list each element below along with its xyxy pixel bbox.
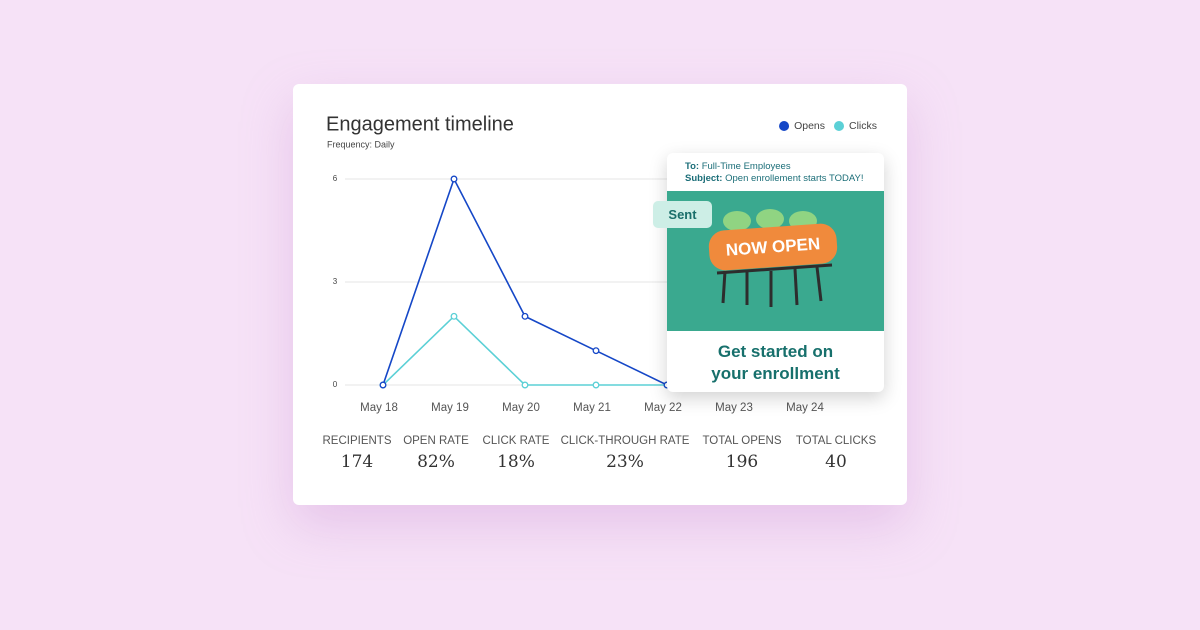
subject-label: Subject: bbox=[685, 173, 723, 184]
y-tick-label: 0 bbox=[333, 380, 338, 389]
stat: RECIPIENTS 174 bbox=[282, 435, 432, 472]
stat-label: OPEN RATE bbox=[403, 435, 469, 447]
email-headline: Get started on your enrollment bbox=[667, 341, 884, 385]
stat: OPEN RATE 82% bbox=[361, 435, 511, 472]
stat: TOTAL OPENS 196 bbox=[667, 435, 817, 472]
x-tick-label: May 22 bbox=[644, 402, 682, 414]
stat-label: CLICK-THROUGH RATE bbox=[560, 435, 690, 447]
sent-badge: Sent bbox=[653, 201, 712, 228]
to-label: To: bbox=[685, 161, 700, 172]
stat-value: 174 bbox=[340, 452, 374, 472]
y-tick-label: 3 bbox=[333, 277, 338, 286]
chart-title: Engagement timeline bbox=[326, 113, 514, 135]
data-point bbox=[521, 381, 529, 389]
stat-value: 82% bbox=[417, 452, 455, 472]
x-tick-label: May 23 bbox=[715, 402, 753, 414]
stat-value: 18% bbox=[497, 452, 535, 472]
stat: CLICK-THROUGH RATE 23% bbox=[550, 435, 700, 472]
headline-text: Get started on your enrollment bbox=[711, 342, 840, 383]
stat-label: TOTAL OPENS bbox=[702, 435, 782, 447]
stat-value: 40 bbox=[825, 452, 847, 472]
data-point bbox=[450, 175, 458, 183]
stat-label: CLICK RATE bbox=[482, 435, 550, 447]
data-point bbox=[379, 381, 387, 389]
stat: TOTAL CLICKS 40 bbox=[761, 435, 911, 472]
data-point bbox=[592, 347, 600, 355]
data-point bbox=[592, 381, 600, 389]
stat-label: TOTAL CLICKS bbox=[795, 435, 877, 447]
x-tick-label: May 18 bbox=[360, 402, 398, 414]
legend-swatch bbox=[834, 121, 844, 131]
x-tick-label: May 24 bbox=[786, 402, 824, 414]
data-point bbox=[450, 312, 458, 320]
stat: CLICK RATE 18% bbox=[441, 435, 591, 472]
x-tick-label: May 20 bbox=[502, 402, 540, 414]
legend-swatch bbox=[779, 121, 790, 131]
x-tick-label: May 19 bbox=[431, 402, 469, 414]
stat-label: RECIPIENTS bbox=[322, 435, 392, 447]
legend-label: Clicks bbox=[849, 120, 877, 132]
email-preview: To: Full-Time Employees Subject: Open en… bbox=[667, 153, 884, 392]
stat-value: 196 bbox=[725, 452, 759, 472]
legend-label: Opens bbox=[794, 120, 825, 132]
data-point bbox=[521, 312, 529, 320]
chart-subtitle: Frequency: Daily bbox=[327, 139, 395, 149]
subject: Open enrollement starts TODAY! bbox=[725, 173, 864, 184]
stat-value: 23% bbox=[606, 452, 644, 472]
x-tick-label: May 21 bbox=[573, 402, 611, 414]
to: Full-Time Employees bbox=[701, 161, 791, 172]
y-tick-label: 6 bbox=[333, 174, 338, 183]
email-header: To: Full-Time Employees Subject: Open en… bbox=[667, 153, 884, 185]
